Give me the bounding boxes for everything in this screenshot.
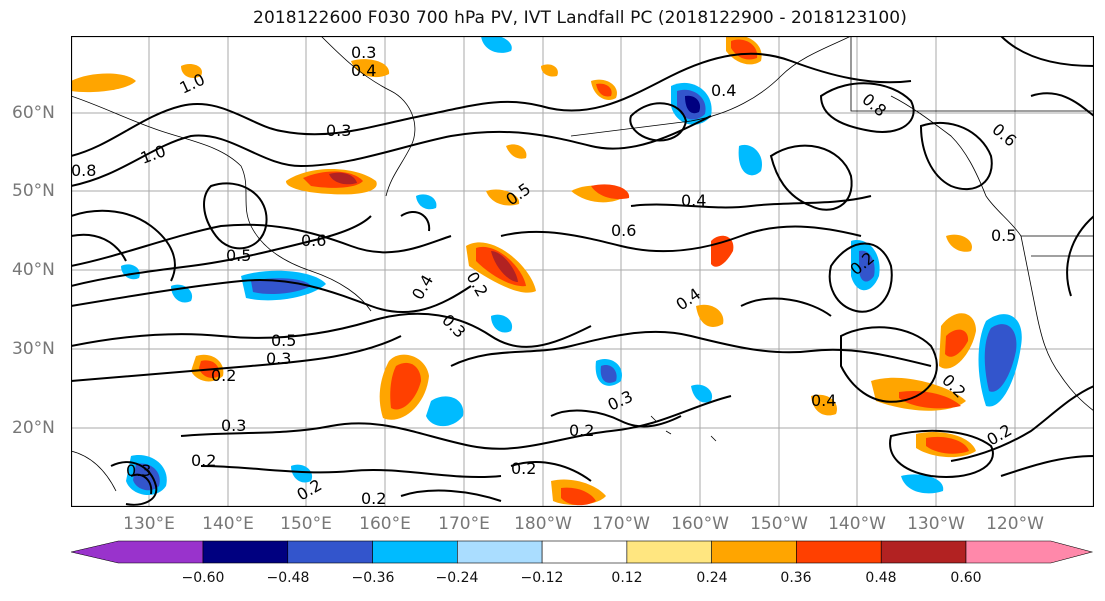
lon-label-140e: 140°E <box>202 514 254 534</box>
colorbar-box <box>541 540 628 564</box>
svg-text:0.4: 0.4 <box>711 81 736 100</box>
negative-pv-shading <box>121 36 1022 496</box>
svg-text:0.3: 0.3 <box>221 416 246 435</box>
lat-label-50n: 50°N <box>12 181 55 201</box>
lat-label-60n: 60°N <box>12 103 55 123</box>
colorbar-box <box>202 540 289 564</box>
pv-ivt-map: 1.0 1.0 0.8 0.8 0.6 0.6 0.6 0.5 0.5 0.5 … <box>71 36 1094 507</box>
colorbar-tick-label: 0.12 <box>611 570 643 586</box>
colorbar-tick-label: −0.24 <box>435 570 479 586</box>
colorbar-extend-min <box>71 540 204 564</box>
svg-text:0.3: 0.3 <box>326 121 351 140</box>
svg-text:0.2: 0.2 <box>361 489 386 507</box>
svg-text:0.3: 0.3 <box>605 387 636 415</box>
colorbar-box <box>796 540 882 564</box>
colorbar-box <box>626 540 712 564</box>
lon-label-160e: 160°E <box>359 514 411 534</box>
lon-label-170e: 170°E <box>438 514 490 534</box>
lon-label-120w: 120°W <box>986 514 1044 534</box>
lon-label-140w: 140°W <box>828 514 886 534</box>
svg-text:0.4: 0.4 <box>351 61 376 80</box>
svg-text:0.3: 0.3 <box>351 43 376 62</box>
colorbar-tick-label: −0.36 <box>351 570 395 586</box>
lat-label-40n: 40°N <box>12 260 55 280</box>
lon-label-130e: 130°E <box>123 514 175 534</box>
colorbar-tick-label: 0.36 <box>780 570 812 586</box>
colorbar-tick-label: −0.48 <box>266 570 310 586</box>
colorbar-tick-label: −0.12 <box>520 570 564 586</box>
lon-label-180w: 180°W <box>514 514 572 534</box>
colorbar-tick-label: −0.60 <box>181 570 225 586</box>
lat-label-20n: 20°N <box>12 418 55 438</box>
svg-text:0.2: 0.2 <box>569 421 594 440</box>
svg-text:0.2: 0.2 <box>511 459 536 478</box>
map-frame <box>71 36 1094 507</box>
svg-text:0.5: 0.5 <box>991 226 1016 245</box>
lon-label-170w: 170°W <box>592 514 650 534</box>
colorbar-tick-label: 0.24 <box>696 570 728 586</box>
svg-text:0.8: 0.8 <box>858 90 890 121</box>
figure-title: 2018122600 F030 700 hPa PV, IVT Landfall… <box>253 8 907 28</box>
colorbar-box <box>372 540 458 564</box>
svg-text:0.8: 0.8 <box>71 161 96 180</box>
lat-label-30n: 30°N <box>12 339 55 359</box>
map-panel: 1.0 1.0 0.8 0.8 0.6 0.6 0.6 0.5 0.5 0.5 … <box>71 36 1094 507</box>
svg-text:0.4: 0.4 <box>811 391 836 410</box>
svg-text:0.6: 0.6 <box>301 231 326 250</box>
svg-text:1.0: 1.0 <box>177 70 208 98</box>
colorbar-box <box>287 540 373 564</box>
svg-text:0.5: 0.5 <box>271 331 296 350</box>
lon-label-130w: 130°W <box>907 514 965 534</box>
svg-text:0.5: 0.5 <box>226 246 251 265</box>
lon-label-160w: 160°W <box>671 514 729 534</box>
colorbar-box <box>880 540 967 564</box>
colorbar-extend-max <box>965 540 1094 564</box>
colorbar <box>71 540 1094 564</box>
colorbar-box <box>711 540 797 564</box>
svg-text:0.4: 0.4 <box>408 271 437 303</box>
svg-text:0.2: 0.2 <box>191 451 216 470</box>
svg-text:0.2: 0.2 <box>211 366 236 385</box>
colorbar-box <box>457 540 543 564</box>
coastlines <box>71 36 1094 492</box>
pv-contours <box>71 36 1094 506</box>
lon-label-150w: 150°W <box>750 514 808 534</box>
svg-text:0.6: 0.6 <box>611 221 636 240</box>
positive-pv-shading <box>71 36 976 506</box>
colorbar-tick-label: 0.48 <box>865 570 897 586</box>
svg-text:0.4: 0.4 <box>681 191 706 210</box>
lon-label-150e: 150°E <box>280 514 332 534</box>
svg-text:0.3: 0.3 <box>266 349 291 368</box>
colorbar-tick-label: 0.60 <box>950 570 982 586</box>
svg-text:0.3: 0.3 <box>126 461 151 480</box>
map-gridlines <box>71 36 1094 507</box>
